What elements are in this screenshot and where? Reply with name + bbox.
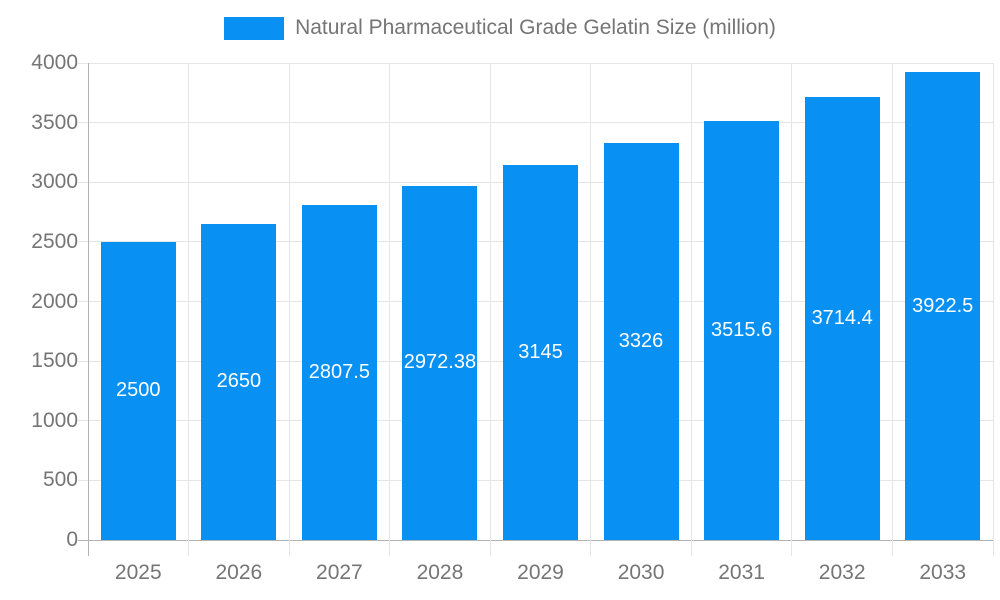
v-gridline <box>489 63 491 556</box>
x-axis-line <box>78 539 993 541</box>
y-axis-line <box>87 63 89 556</box>
x-axis-tick-label: 2031 <box>718 561 765 584</box>
x-axis-tick-label: 2029 <box>517 561 564 584</box>
x-axis-tick-label: 2028 <box>416 561 464 584</box>
bar-value-label: 3714.4 <box>811 307 873 330</box>
x-axis-tick-label: 2030 <box>617 561 665 584</box>
plot-area: 2500 2650 2807.5 2972.38 3145 3326 3515.6 3714.… <box>78 62 994 556</box>
bar: 3515.6 <box>704 120 780 540</box>
h-gridline <box>78 62 993 64</box>
v-gridline <box>690 63 692 556</box>
bar: 3326 <box>603 143 679 540</box>
legend-item[interactable]: Natural Pharmaceutical Grade Gelatin Siz… <box>0 16 1000 40</box>
bar: 3922.5 <box>905 72 981 540</box>
bar-value-label: 2650 <box>216 370 262 393</box>
v-gridline <box>891 63 893 556</box>
y-axis-tick-label: 3500 <box>31 110 78 134</box>
bar-value-label: 3326 <box>618 330 664 353</box>
bar: 2650 <box>201 223 277 540</box>
bar-value-label: 2972.38 <box>403 351 477 374</box>
y-axis-tick-label: 0 <box>66 528 78 551</box>
v-gridline <box>389 63 391 556</box>
bar: 2807.5 <box>301 205 377 540</box>
x-axis-tick-label: 2033 <box>919 561 967 584</box>
bar-value-label: 3145 <box>518 340 563 363</box>
v-gridline <box>791 63 793 556</box>
bar-value-label: 3922.5 <box>912 294 974 317</box>
v-gridline <box>288 63 290 556</box>
h-gridline <box>78 122 993 124</box>
x-axis-tick-label: 2026 <box>215 561 263 584</box>
bar: 2972.38 <box>402 185 478 540</box>
v-gridline <box>992 63 994 556</box>
bar: 2500 <box>100 241 176 540</box>
bar: 3714.4 <box>804 97 880 540</box>
v-gridline <box>188 63 190 556</box>
y-axis-tick-label: 4000 <box>31 51 78 74</box>
v-gridline <box>590 63 592 556</box>
x-axis-tick-label: 2032 <box>818 561 866 584</box>
y-axis-tick-label: 1500 <box>31 349 78 373</box>
legend-label: Natural Pharmaceutical Grade Gelatin Siz… <box>295 16 776 39</box>
x-axis-tick-label: 2025 <box>114 561 162 584</box>
legend-swatch <box>224 16 285 40</box>
y-axis-tick-label: 2500 <box>31 229 78 253</box>
y-axis-tick-label: 500 <box>42 468 78 492</box>
bar: 3145 <box>503 164 578 540</box>
bar-value-label: 2807.5 <box>308 361 370 384</box>
y-axis-tick-label: 2000 <box>31 289 78 313</box>
y-axis-tick-label: 1000 <box>31 408 78 432</box>
bar-value-label: 2500 <box>116 379 161 402</box>
y-axis-tick-label: 3000 <box>31 170 78 194</box>
bar-value-label: 3515.6 <box>711 318 773 341</box>
x-axis-tick-label: 2027 <box>316 561 363 584</box>
